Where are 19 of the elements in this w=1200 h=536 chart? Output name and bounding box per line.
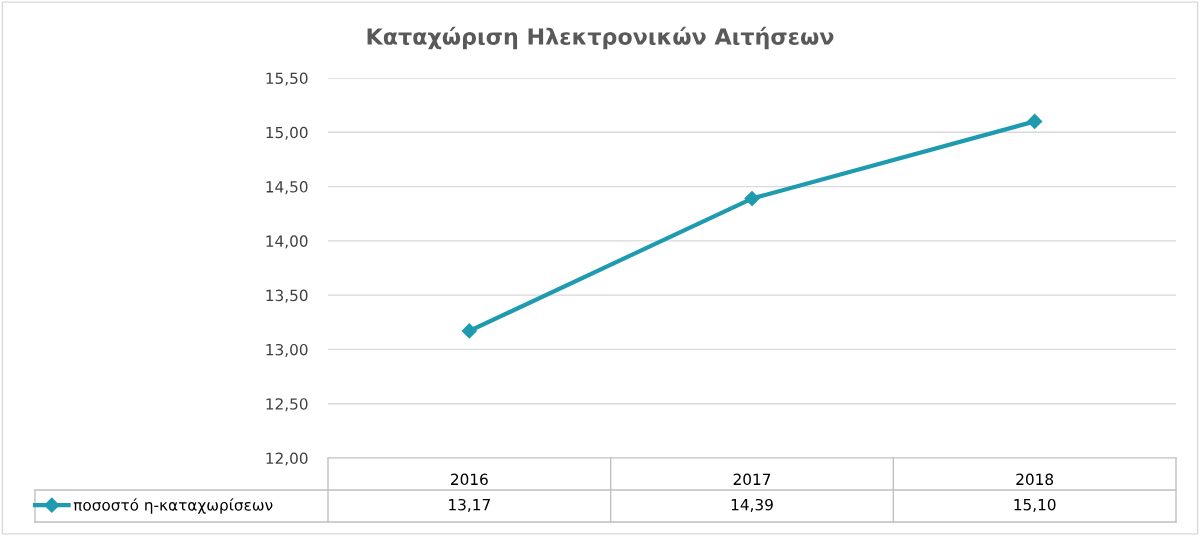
x-tick-label: 2017 [733,473,771,486]
y-tick-label: 15,50 [266,72,308,86]
y-tick-label: 15,00 [266,126,308,140]
y-tick-label: 12,00 [266,452,308,466]
y-tick-label: 12,50 [266,398,308,412]
point [1027,113,1043,129]
data-label: 15,10 [1014,498,1056,512]
y-tick-label: 13,00 [266,343,308,358]
data-label: 14,39 [731,498,773,512]
data-label: 13,17 [449,498,490,512]
x-tick-label: 2016 [451,473,488,486]
point [744,190,760,207]
x-tick-label: 2018 [1016,473,1054,486]
y-tick-label: 14,50 [266,181,308,195]
chart-title: Καταχώριση Ηλεκτρονικών Αιτήσεων [367,26,834,50]
legend-label: ποσοστό η-καταχωρίσεων [73,498,273,514]
y-tick-label: 14,00 [266,235,308,249]
point [461,323,477,339]
y-tick-label: 13,50 [266,289,308,303]
